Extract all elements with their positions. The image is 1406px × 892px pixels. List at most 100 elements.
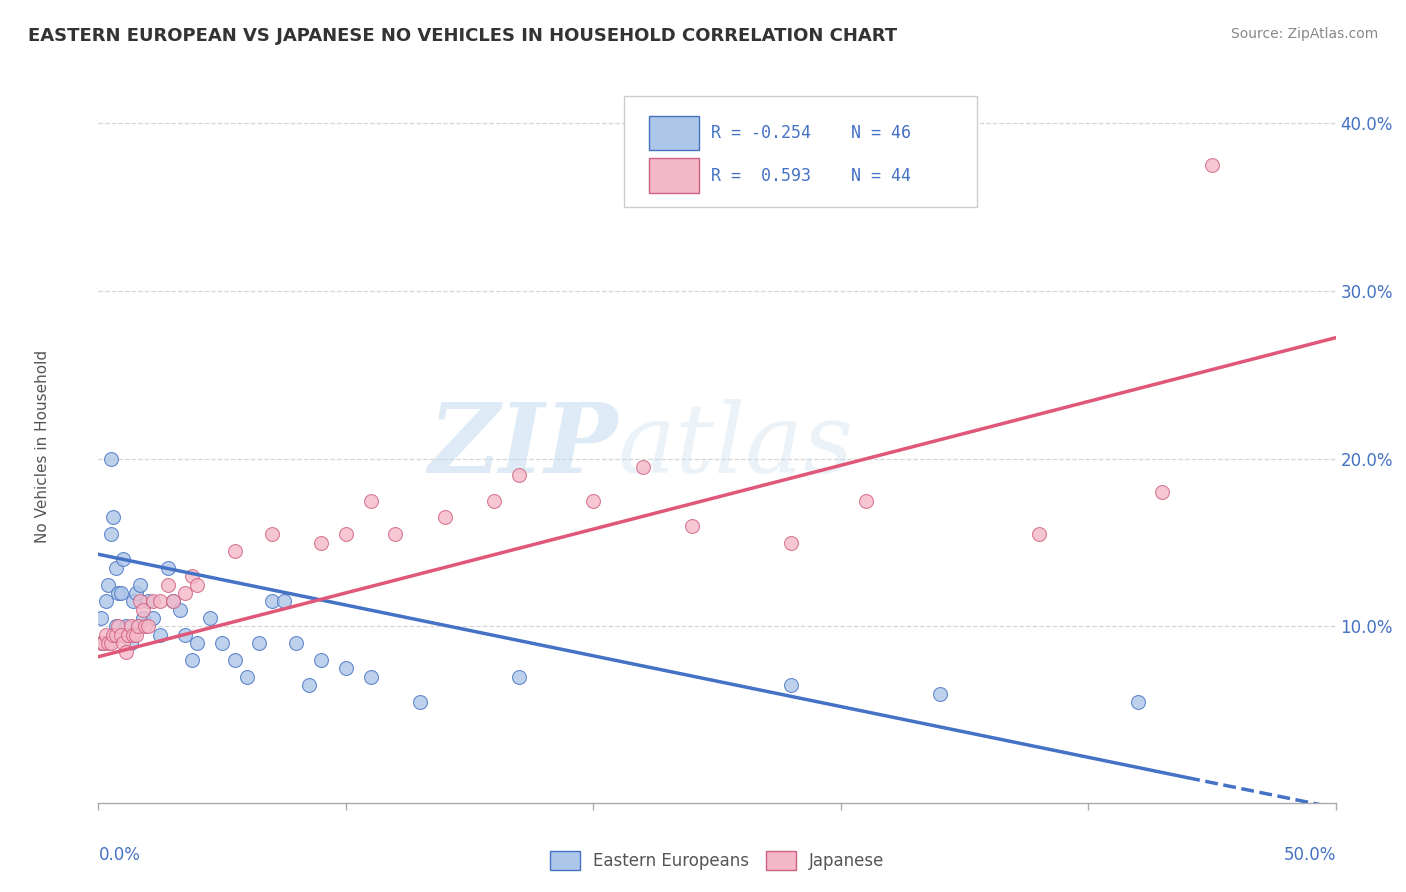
Point — [484, 493, 506, 508]
Point — [181, 653, 204, 667]
Point — [169, 603, 191, 617]
Point — [149, 628, 172, 642]
Point — [335, 661, 357, 675]
Point — [186, 577, 208, 591]
Point — [104, 628, 127, 642]
Point — [107, 586, 129, 600]
Point — [224, 653, 246, 667]
Point — [122, 628, 145, 642]
Point — [112, 636, 135, 650]
Point — [90, 611, 112, 625]
Point — [142, 594, 165, 608]
Text: Source: ZipAtlas.com: Source: ZipAtlas.com — [1230, 27, 1378, 41]
Point — [928, 687, 950, 701]
Point — [1152, 485, 1174, 500]
FancyBboxPatch shape — [650, 159, 699, 193]
Point — [136, 619, 159, 633]
Point — [110, 628, 132, 642]
Point — [134, 619, 156, 633]
Point — [110, 586, 132, 600]
Point — [681, 518, 703, 533]
Text: ZIP: ZIP — [429, 399, 619, 493]
Text: atlas: atlas — [619, 399, 855, 493]
Point — [142, 611, 165, 625]
Point — [631, 460, 654, 475]
Point — [360, 670, 382, 684]
Point — [433, 510, 456, 524]
Point — [117, 628, 139, 642]
Legend: Eastern Europeans, Japanese: Eastern Europeans, Japanese — [543, 844, 891, 877]
Point — [384, 527, 406, 541]
FancyBboxPatch shape — [624, 96, 977, 207]
Text: 0.0%: 0.0% — [98, 846, 141, 863]
Point — [132, 603, 155, 617]
Point — [104, 619, 127, 633]
Point — [124, 628, 146, 642]
Point — [94, 594, 117, 608]
Point — [90, 636, 112, 650]
Point — [104, 560, 127, 574]
Point — [309, 535, 332, 549]
Point — [174, 628, 197, 642]
Point — [114, 645, 136, 659]
Text: No Vehicles in Household: No Vehicles in Household — [35, 350, 51, 542]
Point — [780, 678, 803, 692]
Point — [224, 544, 246, 558]
Point — [129, 577, 152, 591]
Point — [508, 670, 530, 684]
Point — [156, 577, 179, 591]
Point — [186, 636, 208, 650]
Point — [273, 594, 295, 608]
Point — [285, 636, 308, 650]
Point — [1201, 158, 1223, 172]
FancyBboxPatch shape — [650, 116, 699, 150]
Text: R = -0.254    N = 46: R = -0.254 N = 46 — [711, 124, 911, 142]
Point — [94, 628, 117, 642]
Point — [156, 560, 179, 574]
Point — [107, 619, 129, 633]
Point — [120, 619, 142, 633]
Point — [100, 527, 122, 541]
Point — [409, 695, 432, 709]
Point — [103, 510, 125, 524]
Point — [360, 493, 382, 508]
Point — [124, 586, 146, 600]
Point — [181, 569, 204, 583]
Point — [211, 636, 233, 650]
Point — [97, 636, 120, 650]
Point — [174, 586, 197, 600]
Point — [236, 670, 259, 684]
Point — [93, 636, 115, 650]
Point — [309, 653, 332, 667]
Point — [117, 628, 139, 642]
Point — [1126, 695, 1149, 709]
Point — [132, 611, 155, 625]
Text: EASTERN EUROPEAN VS JAPANESE NO VEHICLES IN HOUSEHOLD CORRELATION CHART: EASTERN EUROPEAN VS JAPANESE NO VEHICLES… — [28, 27, 897, 45]
Point — [1028, 527, 1050, 541]
Point — [260, 527, 283, 541]
Point — [114, 619, 136, 633]
Point — [508, 468, 530, 483]
Point — [247, 636, 270, 650]
Point — [149, 594, 172, 608]
Point — [260, 594, 283, 608]
Point — [582, 493, 605, 508]
Point — [198, 611, 221, 625]
Point — [122, 594, 145, 608]
Point — [855, 493, 877, 508]
Point — [127, 619, 149, 633]
Point — [136, 594, 159, 608]
Text: R =  0.593    N = 44: R = 0.593 N = 44 — [711, 167, 911, 185]
Point — [127, 619, 149, 633]
Text: 50.0%: 50.0% — [1284, 846, 1336, 863]
Point — [335, 527, 357, 541]
Point — [93, 636, 115, 650]
Point — [97, 577, 120, 591]
Point — [120, 636, 142, 650]
Point — [298, 678, 321, 692]
Point — [162, 594, 184, 608]
Point — [129, 594, 152, 608]
Point — [112, 552, 135, 566]
Point — [100, 636, 122, 650]
Point — [162, 594, 184, 608]
